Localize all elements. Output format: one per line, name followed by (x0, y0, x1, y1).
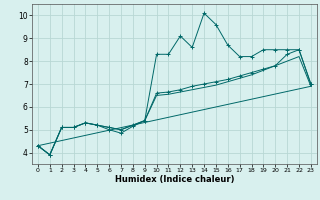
X-axis label: Humidex (Indice chaleur): Humidex (Indice chaleur) (115, 175, 234, 184)
